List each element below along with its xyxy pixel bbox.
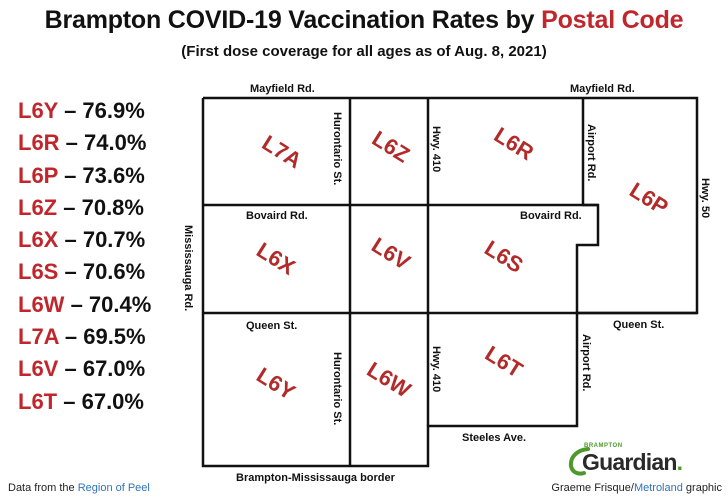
rate-separator: – — [58, 356, 83, 382]
credit-suffix: graphic — [682, 482, 722, 494]
rate-row-l6x: L6X – 70.7% — [18, 224, 198, 256]
rate-code: L6T — [18, 388, 58, 414]
rate-row-l6r: L6R – 74.0% — [18, 127, 198, 159]
rate-value: 70.4% — [88, 291, 152, 317]
zone-label-l6v: L6V — [367, 232, 415, 275]
rate-separator: – — [57, 98, 83, 123]
rate-separator: – — [57, 194, 82, 220]
road-queen-right: Queen St. — [613, 319, 664, 331]
source-credit: Data from the Region of Peel — [8, 482, 150, 494]
zone-label-l6t: L6T — [481, 341, 528, 383]
guardian-logo: BRAMPTON Guardian. — [568, 442, 692, 478]
title-prefix: Brampton COVID-19 Vaccination Rates by — [44, 6, 542, 34]
zone-label-l6y: L6Y — [252, 362, 300, 405]
boundary-airport — [575, 98, 600, 313]
zone-label-l6r: L6R — [490, 122, 539, 165]
road-border: Brampton-Mississauga border — [236, 472, 396, 484]
source-prefix: Data from the — [8, 482, 78, 494]
graphic-credit: Graeme Frisque/Metroland graphic — [551, 482, 722, 494]
rate-separator: – — [64, 291, 89, 317]
zone-label-l6x: L6X — [252, 237, 300, 280]
logo-main-text: Guardian. — [582, 449, 683, 476]
rate-separator: – — [59, 130, 85, 156]
rate-separator: – — [57, 162, 83, 188]
rate-value: 70.7% — [82, 227, 146, 253]
zone-label-l6w: L6W — [363, 357, 416, 403]
rates-list: L6Y – 76.9% L6R – 74.0% L6P – 73.6% L6Z – 7… — [18, 95, 198, 418]
page-title: Brampton COVID-19 Vaccination Rates by P… — [0, 6, 728, 35]
logo-swoosh-icon — [568, 447, 590, 476]
rate-separator: – — [58, 324, 84, 350]
rate-code: L6S — [18, 259, 59, 285]
rate-value: 74.0% — [84, 130, 147, 156]
rate-row-l6v: L6V – 67.0% — [18, 353, 198, 385]
rate-row-l6y: L6Y – 76.9% — [18, 95, 198, 127]
rate-row-l7a: L7A – 69.5% — [18, 321, 198, 353]
zone-label-l6s: L6S — [480, 235, 527, 278]
rate-code: L6V — [18, 356, 59, 382]
road-hurontario-top: Hurontario St. — [331, 112, 343, 185]
rate-code: L6X — [18, 227, 59, 253]
road-mississauga: Mississauga Rd. — [182, 225, 194, 311]
rate-value: 69.5% — [83, 324, 146, 350]
road-mayfield-left: Mayfield Rd. — [250, 83, 315, 95]
road-airport-bottom: Airport Rd. — [580, 334, 592, 391]
rate-value: 67.0% — [82, 356, 146, 382]
road-steeles: Steeles Ave. — [462, 432, 526, 444]
road-hwy410-bottom: Hwy. 410 — [430, 346, 442, 392]
boundary-outline — [201, 96, 699, 468]
credit-prefix: Graeme Frisque/ — [551, 482, 634, 494]
road-bovaird-left: Bovaird Rd. — [246, 210, 308, 222]
zone-label-l7a: L7A — [258, 130, 307, 173]
rate-code: L6Z — [18, 194, 58, 220]
rate-code: L6Y — [18, 98, 58, 123]
road-mayfield-right: Mayfield Rd. — [570, 83, 635, 95]
road-airport-top: Airport Rd. — [585, 124, 597, 181]
rate-separator: – — [57, 388, 82, 414]
road-hurontario-bottom: Hurontario St. — [331, 352, 343, 425]
rate-separator: – — [58, 259, 83, 285]
logo-main-word: Guardian — [582, 449, 677, 475]
rate-row-l6s: L6S – 70.6% — [18, 256, 198, 288]
rate-value: 70.6% — [82, 259, 146, 285]
rate-code: L6R — [18, 130, 60, 156]
rate-value: 67.0% — [81, 388, 144, 414]
zone-label-l6p: L6P — [625, 177, 672, 220]
metroland-link[interactable]: Metroland — [633, 482, 683, 494]
road-bovaird-right: Bovaird Rd. — [520, 210, 582, 222]
zone-label-l6z: L6Z — [368, 126, 414, 168]
zone-boundaries — [201, 96, 699, 468]
logo-dot: . — [676, 449, 683, 475]
rate-code: L6P — [18, 162, 58, 188]
rate-value: 73.6% — [82, 162, 145, 188]
rate-separator: – — [58, 227, 83, 253]
rate-code: L6W — [18, 291, 65, 317]
rate-row-l6w: L6W – 70.4% — [18, 289, 198, 321]
rate-value: 76.9% — [82, 98, 145, 123]
logo-small-text: BRAMPTON — [584, 443, 623, 449]
road-hwy50: Hwy. 50 — [699, 178, 711, 218]
rate-row-l6p: L6P – 73.6% — [18, 160, 198, 192]
region-of-peel-link[interactable]: Region of Peel — [77, 482, 150, 494]
title-accent: Postal Code — [541, 6, 684, 34]
rate-row-l6t: L6T – 67.0% — [18, 386, 198, 418]
road-hwy410-top: Hwy. 410 — [430, 126, 442, 172]
rate-row-l6z: L6Z – 70.8% — [18, 192, 198, 224]
subtitle: (First dose coverage for all ages as of … — [181, 43, 547, 60]
rate-value: 70.8% — [81, 194, 144, 220]
rate-code: L7A — [18, 324, 59, 350]
road-queen-left: Queen St. — [246, 320, 297, 332]
